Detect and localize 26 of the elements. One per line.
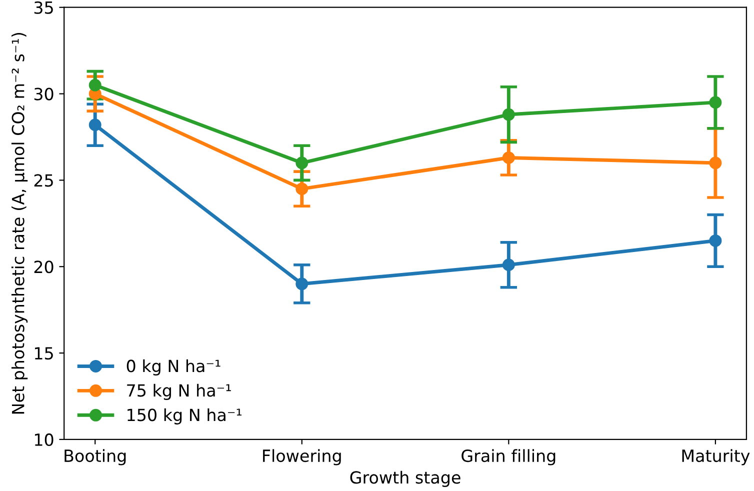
point — [709, 156, 722, 170]
point — [296, 156, 308, 170]
y-tick-label: 15 — [34, 347, 53, 360]
point — [88, 118, 102, 132]
y-tick-label: 35 — [34, 1, 53, 14]
y-tick-label: 20 — [34, 260, 54, 274]
legend-label: 0 kg N ha⁻¹ — [126, 359, 220, 376]
point — [88, 78, 102, 92]
x-tick-label: Maturity — [682, 449, 750, 466]
point — [709, 96, 722, 109]
x-tick-label: Flowering — [263, 449, 341, 466]
point — [502, 108, 515, 121]
y-tick-label: 25 — [34, 174, 53, 187]
y-axis-title: Net photosynthetic rate (A, µmol CO₂ m⁻² s⁻¹) — [11, 32, 28, 414]
x-tick-label: Booting — [64, 449, 126, 466]
point — [709, 234, 722, 247]
y-tick-label: 10 — [34, 433, 54, 446]
x-axis-title: Growth stage — [350, 470, 460, 487]
y-tick-label: 30 — [34, 88, 54, 100]
legend-label: 75 kg N ha⁻¹ — [127, 384, 231, 400]
point — [502, 151, 515, 164]
x-tick-label: Grain filling — [462, 449, 556, 466]
point — [296, 278, 308, 290]
point — [296, 182, 308, 196]
point — [502, 258, 515, 272]
legend-label: 150 kg N ha⁻¹ — [128, 408, 242, 424]
